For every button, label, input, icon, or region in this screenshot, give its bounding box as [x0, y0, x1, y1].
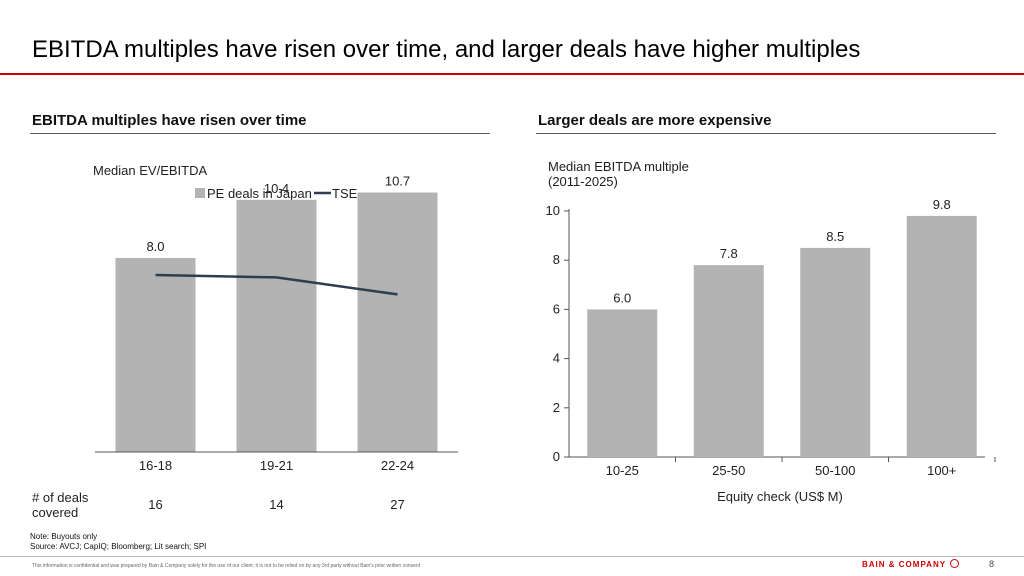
right-x-tick-label: 10-25 [606, 463, 639, 478]
right-chart: Median EBITDA multiple (2011-2025) 0 2 4 6 8… [546, 159, 996, 504]
right-y-tick-label: 8 [553, 252, 560, 267]
title-divider [0, 73, 1024, 75]
left-chart: Median EV/EBITDA PE deals in Japan TSE 8… [32, 163, 458, 520]
right-x-tick-label: 100+ [927, 463, 956, 478]
left-bar-value-label: 8.0 [146, 239, 164, 254]
left-bar-value-label: 10.4 [264, 181, 289, 196]
tse-line [155, 273, 398, 296]
right-y-tick-label: 10 [546, 203, 560, 218]
right-y-tick-label: 2 [553, 400, 560, 415]
legend-label-bars: PE deals in Japan [207, 186, 312, 201]
right-chart-xlabel: Equity check (US$ M) [717, 489, 843, 504]
logo-text: BAIN & COMPANY [862, 560, 947, 569]
deal-count: 14 [269, 497, 283, 512]
right-y-tick-label: 0 [553, 449, 560, 464]
right-bar [587, 309, 658, 457]
left-bar [236, 199, 317, 452]
bain-logo: BAIN & COMPANY [862, 559, 960, 569]
right-bar-value-label: 7.8 [720, 246, 738, 261]
left-bar [357, 192, 438, 452]
right-section-heading: Larger deals are more expensive [538, 112, 772, 129]
right-bar-value-label: 6.0 [613, 290, 631, 305]
right-section-divider [536, 133, 996, 134]
right-y-tick-label: 4 [553, 351, 560, 366]
left-section-divider [30, 133, 490, 134]
left-x-tick-label: 22-24 [381, 458, 414, 473]
legend-label-line: TSE [332, 186, 358, 201]
deal-count: 16 [148, 497, 162, 512]
page-number: 8 [989, 559, 995, 569]
deals-label-line1: # of deals [32, 490, 89, 505]
footer-divider [0, 556, 1024, 557]
right-bar [800, 247, 871, 457]
right-chart-ylabel-line2: (2011-2025) [548, 174, 618, 189]
right-y-tick-label: 6 [553, 301, 560, 316]
left-bar-value-label: 10.7 [385, 174, 410, 189]
deals-label-line2: covered [32, 505, 78, 520]
right-x-tick-label: 50-100 [815, 463, 855, 478]
right-x-tick-label: 25-50 [712, 463, 745, 478]
right-bar-value-label: 8.5 [826, 229, 844, 244]
left-bar [115, 258, 196, 452]
right-chart-ylabel-line1: Median EBITDA multiple [548, 159, 689, 174]
legend-swatch-bars [195, 188, 205, 198]
left-chart-title: Median EV/EBITDA [93, 163, 207, 178]
note-line-1: Note: Buyouts only [30, 532, 98, 541]
right-bar [906, 215, 977, 457]
left-x-tick-label: 19-21 [260, 458, 293, 473]
page-title: EBITDA multiples have risen over time, a… [32, 36, 861, 63]
right-bar-value-label: 9.8 [933, 197, 951, 212]
left-chart-legend: PE deals in Japan TSE [195, 186, 358, 201]
logo-mark-icon [950, 559, 960, 568]
source-note: Note: Buyouts only Source: AVCJ; CapIQ; … [30, 532, 206, 552]
right-bar [693, 265, 764, 457]
left-x-tick-label: 16-18 [139, 458, 172, 473]
left-section-heading: EBITDA multiples have risen over time [32, 112, 307, 129]
deal-count: 27 [390, 497, 404, 512]
note-line-2: Source: AVCJ; CapIQ; Bloomberg; Lit sear… [30, 542, 207, 551]
confidentiality-footer: This information is confidential and was… [32, 563, 421, 569]
